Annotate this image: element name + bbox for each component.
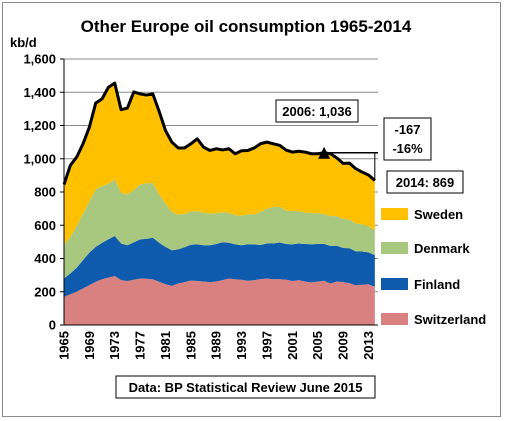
legend-label-finland: Finland (414, 277, 460, 292)
x-tick-labels: 1965 1969 1973 1977 1981 1985 1989 1993 1997 2001… (57, 331, 377, 360)
source-box: Data: BP Statistical Review June 2015 (115, 375, 376, 399)
y-tick-label-6: 1,200 (23, 118, 56, 133)
area-sweden (64, 83, 375, 246)
x-tick-label-2013: 2013 (361, 331, 376, 360)
y-tick-label-8: 1,600 (23, 52, 56, 67)
area-denmark (64, 179, 375, 279)
chart-title: Other Europe oil consumption 1965-2014 (81, 17, 412, 36)
annotation-box-change (383, 117, 432, 161)
legend: Sweden Denmark Finland Switzerland (381, 207, 486, 327)
x-tick-label-1993: 1993 (234, 331, 249, 360)
x-tick-label-1985: 1985 (183, 331, 198, 360)
annotation-change-abs: -167 (394, 122, 420, 137)
annotations: 2006: 1,036 -167 -16% 2014: 869 (275, 99, 464, 194)
y-tick-label-1: 200 (34, 284, 56, 299)
x-tick-label-1989: 1989 (209, 331, 224, 360)
stacked-areas (64, 83, 375, 325)
legend-swatch-finland (381, 278, 408, 290)
y-tick-labels: 0 200 400 600 800 1,000 1,200 1,400 1,600 (23, 52, 64, 333)
y-axis-label: kb/d (10, 35, 37, 50)
legend-swatch-denmark (381, 242, 408, 254)
y-tick-label-7: 1,400 (23, 85, 56, 100)
legend-label-denmark: Denmark (414, 241, 470, 256)
y-tick-label-2: 400 (34, 251, 56, 266)
annotation-2006: 2006: 1,036 (282, 104, 351, 119)
y-tick-label-4: 800 (34, 185, 56, 200)
x-tick-label-1977: 1977 (133, 331, 148, 360)
annotation-2014: 2014: 869 (396, 175, 455, 190)
x-tick-label-1981: 1981 (158, 331, 173, 360)
x-tick-label-1965: 1965 (57, 331, 72, 360)
y-tick-label-5: 1,000 (23, 151, 56, 166)
legend-swatch-sweden (381, 208, 408, 220)
area-switzerland (64, 275, 375, 325)
annotation-box-2014 (386, 170, 464, 194)
y-tick-label-0: 0 (49, 318, 56, 333)
legend-label-switzerland: Switzerland (414, 312, 486, 327)
legend-swatch-switzerland (381, 313, 408, 325)
x-tick-label-2005: 2005 (310, 331, 325, 360)
source-note: Data: BP Statistical Review June 2015 (129, 380, 363, 395)
annotation-box-2006 (275, 99, 359, 123)
area-finland (64, 236, 375, 297)
marker-2006 (318, 146, 331, 159)
x-tick-label-1997: 1997 (260, 331, 275, 360)
annotation-change-pct: -16% (392, 141, 423, 156)
legend-label-sweden: Sweden (414, 207, 463, 222)
x-tick-label-2001: 2001 (285, 331, 300, 360)
y-tick-label-3: 600 (34, 218, 56, 233)
x-tick-label-1973: 1973 (107, 331, 122, 360)
x-tick-label-1969: 1969 (82, 331, 97, 360)
x-tick-label-2009: 2009 (336, 331, 351, 360)
total-line-layer (62, 81, 378, 185)
